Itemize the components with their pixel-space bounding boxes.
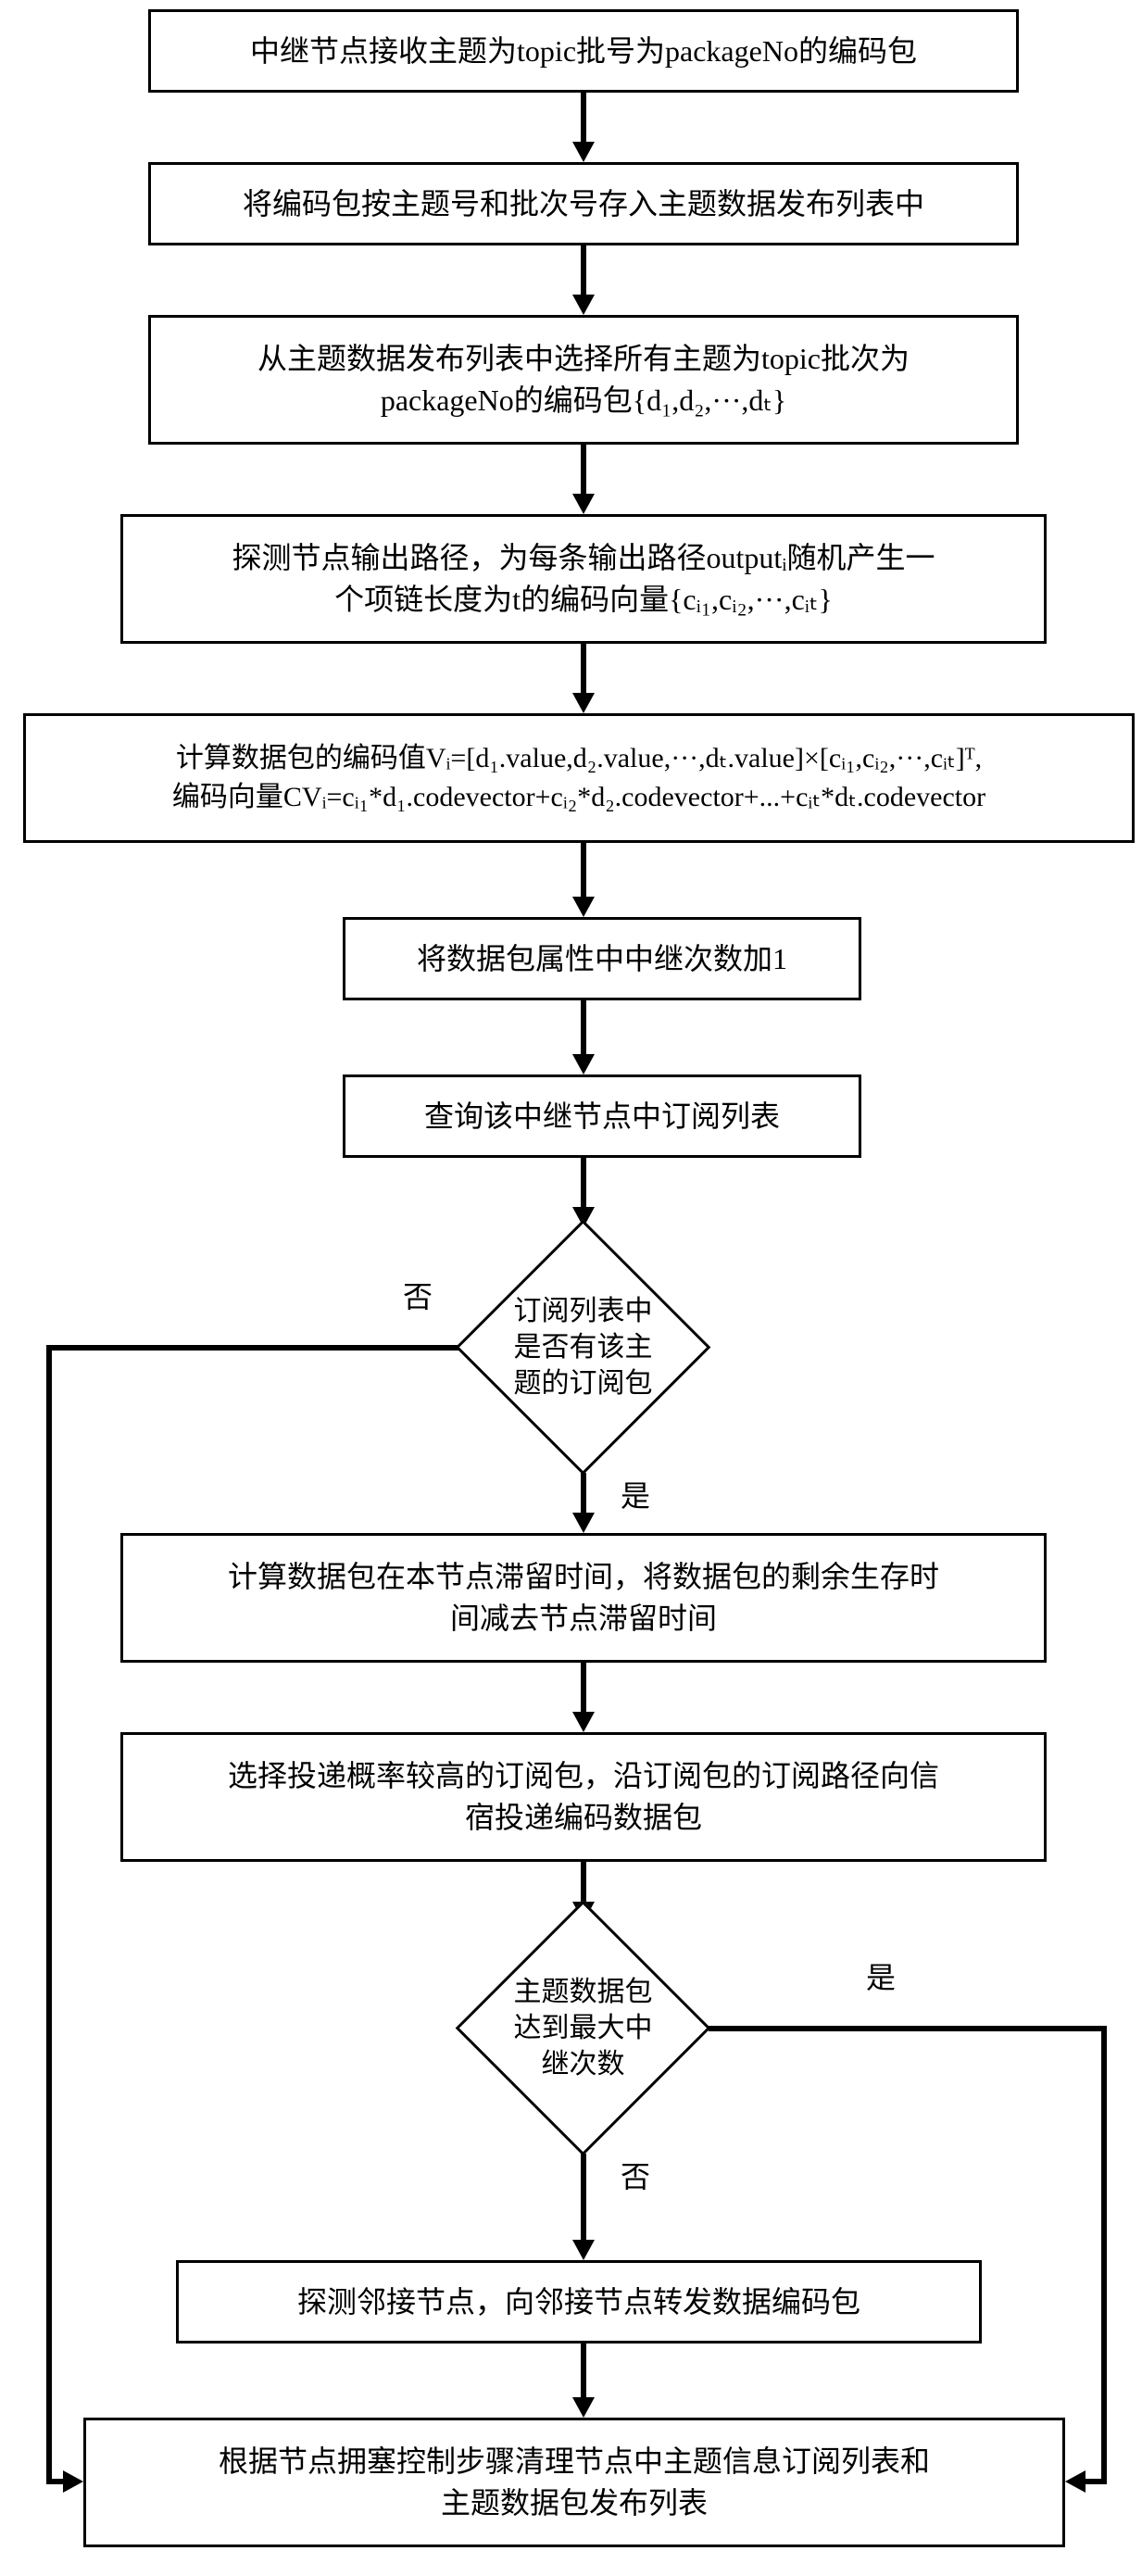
step-text: 计算数据包的编码值Vᵢ=[d₁.value,d₂.value,···,dₜ.va… xyxy=(172,739,985,817)
step-cleanup: 根据节点拥塞控制步骤清理节点中主题信息订阅列表和 主题数据包发布列表 xyxy=(83,2418,1065,2547)
step-text: 探测邻接节点，向邻接节点转发数据编码包 xyxy=(297,2281,860,2323)
arrow xyxy=(581,1862,586,1904)
step-compute-time: 计算数据包在本节点滞留时间，将数据包的剩余生存时 间减去节点滞留时间 xyxy=(120,1533,1047,1663)
step-text: 选择投递概率较高的订阅包，沿订阅包的订阅路径向信 宿投递编码数据包 xyxy=(228,1755,939,1839)
arrow-head xyxy=(572,2240,595,2260)
arrow xyxy=(46,2479,65,2484)
arrow xyxy=(581,1473,586,1514)
arrow-head xyxy=(572,494,595,514)
arrow xyxy=(1084,2479,1107,2484)
flowchart-root: 中继节点接收主题为topic批号为packageNo的编码包 将编码包按主题号和… xyxy=(0,0,1142,2576)
decision-max-relay: 主题数据包 达到最大中 继次数 xyxy=(493,1938,673,2118)
step-deliver: 选择投递概率较高的订阅包，沿订阅包的订阅路径向信 宿投递编码数据包 xyxy=(120,1732,1047,1862)
arrow-head xyxy=(572,693,595,713)
step-text: 计算数据包在本节点滞留时间，将数据包的剩余生存时 间减去节点滞留时间 xyxy=(228,1556,939,1640)
step-text: 探测节点输出路径，为每条输出路径outputᵢ随机产生一 个项链长度为t的编码向… xyxy=(232,537,935,621)
arrow xyxy=(581,2154,586,2242)
arrow-head xyxy=(572,1513,595,1533)
arrow xyxy=(46,1345,52,2484)
arrow xyxy=(709,2026,1107,2031)
arrow xyxy=(581,843,586,898)
step-text: 从主题数据发布列表中选择所有主题为topic批次为 packageNo的编码包{… xyxy=(257,338,910,421)
decision-text: 订阅列表中 是否有该主 题的订阅包 xyxy=(514,1293,653,1401)
step-text: 根据节点拥塞控制步骤清理节点中主题信息订阅列表和 主题数据包发布列表 xyxy=(219,2441,930,2524)
label-no: 否 xyxy=(403,1274,433,1316)
arrow xyxy=(581,245,586,296)
step-compute: 计算数据包的编码值Vᵢ=[d₁.value,d₂.value,···,dₜ.va… xyxy=(23,713,1135,843)
step-receive: 中继节点接收主题为topic批号为packageNo的编码包 xyxy=(148,9,1019,93)
arrow xyxy=(581,1158,586,1209)
arrow xyxy=(46,1345,458,1351)
step-select: 从主题数据发布列表中选择所有主题为topic批次为 packageNo的编码包{… xyxy=(148,315,1019,445)
step-query: 查询该中继节点中订阅列表 xyxy=(343,1074,861,1158)
decision-subscription: 订阅列表中 是否有该主 题的订阅包 xyxy=(493,1257,673,1438)
step-text: 将编码包按主题号和批次号存入主题数据发布列表中 xyxy=(243,183,924,225)
decision-text: 主题数据包 达到最大中 继次数 xyxy=(514,1974,653,2082)
arrow-head xyxy=(572,142,595,162)
label-yes: 是 xyxy=(621,1473,650,1515)
step-text: 中继节点接收主题为topic批号为packageNo的编码包 xyxy=(250,31,917,72)
label-yes: 是 xyxy=(866,1954,896,1997)
arrow-head xyxy=(63,2470,83,2493)
arrow xyxy=(581,1000,586,1056)
step-text: 将数据包属性中中继次数加1 xyxy=(417,938,787,980)
step-text: 查询该中继节点中订阅列表 xyxy=(424,1096,780,1137)
step-forward: 探测邻接节点，向邻接节点转发数据编码包 xyxy=(176,2260,982,2344)
arrow-head xyxy=(572,1054,595,1074)
arrow xyxy=(581,2344,586,2399)
arrow-head xyxy=(572,1712,595,1732)
arrow xyxy=(581,445,586,496)
arrow xyxy=(581,644,586,695)
label-no: 否 xyxy=(621,2154,650,2196)
arrow-head xyxy=(572,897,595,917)
arrow-head xyxy=(1065,2470,1086,2493)
arrow-head xyxy=(572,2397,595,2418)
arrow-head xyxy=(572,295,595,315)
step-detect-path: 探测节点输出路径，为每条输出路径outputᵢ随机产生一 个项链长度为t的编码向… xyxy=(120,514,1047,644)
step-store: 将编码包按主题号和批次号存入主题数据发布列表中 xyxy=(148,162,1019,245)
arrow xyxy=(1101,2026,1107,2484)
step-increment: 将数据包属性中中继次数加1 xyxy=(343,917,861,1000)
arrow xyxy=(581,1663,586,1714)
arrow xyxy=(581,93,586,144)
